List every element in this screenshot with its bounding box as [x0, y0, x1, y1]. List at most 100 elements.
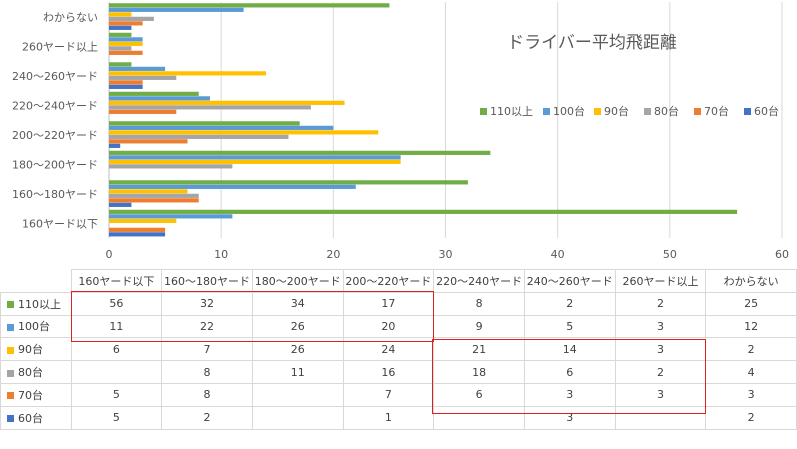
bar-5-7	[109, 50, 143, 55]
legend-label: 110以上	[490, 105, 533, 118]
table-cell: 8	[161, 382, 253, 407]
bar-6-6	[109, 84, 143, 89]
row-label: 60台	[18, 411, 43, 425]
bar-4-3	[109, 164, 233, 169]
column-header: 220〜240ヤード	[433, 269, 525, 293]
legend-key-swatch	[7, 392, 14, 400]
bar-4-8	[109, 16, 154, 21]
row-header: 80台	[0, 360, 72, 384]
table-corner	[1, 270, 72, 293]
column-header: 200〜220ヤード	[342, 269, 435, 293]
bar-2-8	[109, 7, 244, 12]
x-tick-label: 0	[106, 248, 113, 261]
table-cell: 56	[70, 291, 163, 316]
table-cell: 26	[251, 337, 344, 362]
data-table-container: 160ヤード以下 160〜180ヤード 180〜200ヤード 200〜220ヤード 22…	[0, 269, 797, 449]
legend-key-swatch	[7, 323, 14, 331]
table-cell	[433, 405, 525, 430]
y-category-label: 220〜240ヤード	[12, 99, 98, 112]
legend-swatch	[694, 108, 701, 115]
row-header: 60台	[0, 405, 72, 430]
row-label: 110以上	[18, 297, 61, 311]
x-tick-label: 20	[326, 248, 340, 261]
bar-3-8	[109, 12, 132, 17]
bar-5-4	[109, 139, 188, 144]
table-cell: 24	[342, 337, 435, 362]
table-cell: 2	[523, 291, 616, 316]
x-tick-label: 40	[551, 248, 565, 261]
row-label: 90台	[18, 343, 43, 357]
bar-4-7	[109, 46, 132, 51]
bar-6-8	[109, 25, 132, 30]
bar-3-1	[109, 218, 177, 223]
table-header-row: 160ヤード以下 160〜180ヤード 180〜200ヤード 200〜220ヤード 22…	[1, 269, 797, 293]
table-cell: 2	[705, 337, 797, 362]
table-cell: 8	[161, 360, 253, 384]
legend-key-swatch	[7, 369, 14, 377]
column-header: 160ヤード以下	[70, 269, 163, 293]
table-cell: 6	[433, 382, 525, 407]
legend-label: 90台	[604, 104, 629, 118]
bar-5-2	[109, 198, 199, 203]
x-tick-label: 50	[663, 248, 677, 261]
table-row: 110以上 56 32 34 17 8 2 2 25	[0, 291, 797, 316]
y-category-label: わからない	[43, 11, 98, 24]
bar-5-1	[109, 227, 166, 232]
x-tick-label: 30	[439, 248, 453, 261]
table-cell: 14	[523, 337, 616, 362]
x-tick-label: 60	[775, 248, 789, 261]
table-cell: 9	[433, 314, 525, 339]
legend-swatch	[644, 108, 651, 115]
bar-2-4	[109, 125, 334, 130]
table-cell: 3	[614, 314, 707, 339]
bar-2-2	[109, 184, 356, 189]
table-cell: 2	[614, 291, 707, 316]
bar-3-4	[109, 130, 379, 135]
table-row: 70台 5 8 7 6 3 3 3	[0, 382, 797, 407]
bar-3-5	[109, 100, 345, 105]
bar-6-2	[109, 202, 132, 207]
bar-2-3	[109, 155, 401, 160]
bar-3-2	[109, 189, 188, 194]
table-row: 100台 11 22 26 20 9 5 3 12	[0, 314, 797, 339]
bar-3-6	[109, 71, 267, 76]
table-cell: 8	[433, 291, 525, 316]
column-header: 160〜180ヤード	[161, 269, 253, 293]
bar-6-1	[109, 232, 166, 237]
legend-swatch	[744, 108, 751, 115]
table-cell: 5	[523, 314, 616, 339]
legend-key-swatch	[7, 301, 14, 309]
table-cell: 1	[342, 405, 435, 430]
bar-4-4	[109, 134, 289, 139]
table-cell: 5	[70, 405, 163, 430]
table-cell: 20	[342, 314, 435, 339]
bar-3-7	[109, 41, 143, 46]
bar-5-8	[109, 21, 143, 26]
bar-6-4	[109, 143, 121, 148]
bar-2-7	[109, 37, 143, 42]
row-label: 80台	[18, 366, 43, 380]
table-row: 90台 6 7 26 24 21 14 3 2	[0, 337, 797, 362]
bar-2-1	[109, 214, 233, 219]
row-header: 100台	[0, 314, 72, 339]
legend-swatch	[543, 108, 550, 115]
table-cell: 11	[70, 314, 163, 339]
bar-4-2	[109, 193, 199, 198]
bar-1-5	[109, 91, 199, 96]
chart-title: ドライバー平均飛距離	[507, 33, 677, 53]
legend-key-swatch	[7, 346, 14, 354]
table-cell	[614, 405, 707, 430]
table-cell: 6	[70, 337, 163, 362]
y-category-label: 160ヤード以下	[22, 217, 98, 230]
bar-4-5	[109, 105, 311, 110]
table-cell: 18	[433, 360, 525, 384]
table-cell	[251, 405, 344, 430]
column-header: わからない	[705, 269, 797, 293]
table-row: 80台 8 11 16 18 6 2 4	[0, 360, 797, 384]
table-row: 60台 5 2 1 3 2	[0, 405, 797, 430]
bar-1-6	[109, 62, 132, 67]
table-cell: 11	[251, 360, 344, 384]
legend-label: 70台	[704, 104, 729, 118]
table-cell: 2	[705, 405, 797, 430]
data-table: 160ヤード以下 160〜180ヤード 180〜200ヤード 200〜220ヤード 22…	[0, 269, 797, 430]
